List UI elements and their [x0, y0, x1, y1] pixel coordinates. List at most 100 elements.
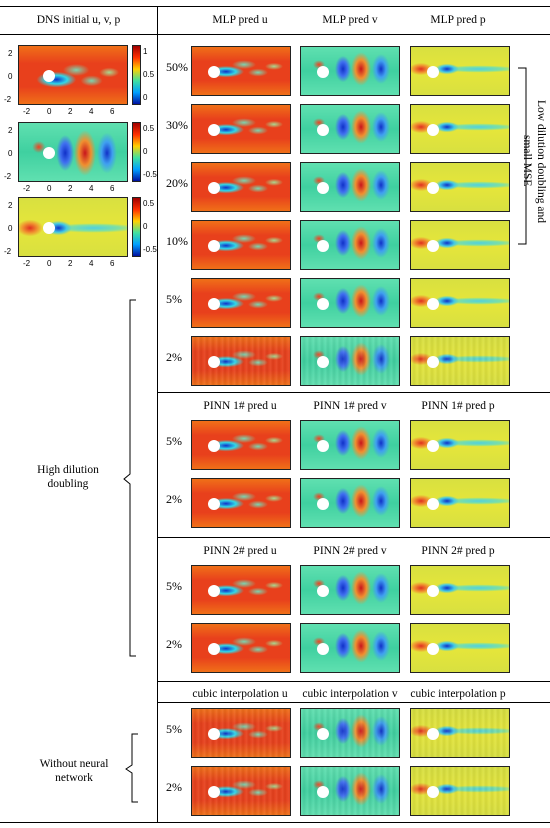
row-label: 50% [166, 60, 188, 74]
top-rule [0, 6, 550, 7]
field-panel-p [410, 478, 510, 528]
field-panel-v [300, 565, 400, 615]
y-tick: -2 [4, 172, 12, 181]
field-panel-u [191, 220, 291, 270]
y-tick: -2 [4, 247, 12, 256]
header-rule [0, 34, 550, 35]
column-header: cubic interpolation u [192, 688, 288, 700]
colorbar [132, 45, 141, 105]
x-tick: 4 [89, 107, 94, 116]
field-panel-v [300, 104, 400, 154]
colorbar-tick: 0 [143, 147, 148, 156]
field-panel-p [410, 104, 510, 154]
cylinder-marker [427, 728, 439, 740]
cylinder-marker [317, 66, 329, 78]
cylinder-marker [208, 440, 220, 452]
colorbar-tick: 1 [143, 47, 148, 56]
cylinder-marker [317, 440, 329, 452]
column-header: PINN 2# pred v [313, 545, 387, 557]
cylinder-marker [427, 124, 439, 136]
x-tick: 6 [110, 184, 115, 193]
cylinder-marker [427, 440, 439, 452]
x-tick: 6 [110, 107, 115, 116]
field-panel-v [300, 336, 400, 386]
x-tick: 2 [68, 259, 73, 268]
x-tick: 0 [47, 259, 52, 268]
field-panel-p [410, 336, 510, 386]
x-tick: 4 [89, 259, 94, 268]
cylinder-marker [427, 66, 439, 78]
field-panel-u [191, 478, 291, 528]
field-panel-p [410, 565, 510, 615]
field-panel-v [300, 766, 400, 816]
field-panel-p [410, 623, 510, 673]
column-header: MLP pred v [322, 14, 378, 26]
x-tick: 0 [47, 184, 52, 193]
cylinder-marker [427, 643, 439, 655]
y-tick: 2 [8, 201, 13, 210]
row-label: 2% [166, 492, 182, 506]
column-header: PINN 1# pred p [421, 400, 495, 412]
field-panel-u [191, 336, 291, 386]
colorbar-tick: 0.5 [143, 70, 155, 79]
dns-header: DNS initial u, v, p [36, 14, 121, 26]
column-header: cubic interpolation p [410, 688, 506, 700]
section-rule-2 [157, 537, 550, 538]
cylinder-marker [317, 728, 329, 740]
cylinder-marker [317, 182, 329, 194]
field-panel-u [191, 46, 291, 96]
low-dilution-brace [518, 67, 527, 245]
x-tick: -2 [23, 184, 31, 193]
field-panel-u [191, 766, 291, 816]
colorbar-tick: 0 [143, 93, 148, 102]
row-label: 2% [166, 780, 182, 794]
cylinder-marker [427, 182, 439, 194]
row-label: 30% [166, 118, 188, 132]
cylinder-marker [208, 585, 220, 597]
cylinder-marker [317, 643, 329, 655]
row-label: 5% [166, 579, 182, 593]
field-panel-v [300, 478, 400, 528]
section-rule-1 [157, 392, 550, 393]
field-panel-p [410, 278, 510, 328]
cylinder-marker [208, 643, 220, 655]
colorbar-tick: -0.5 [143, 245, 157, 254]
field-panel-v [300, 623, 400, 673]
colorbar [132, 197, 141, 257]
y-tick: -2 [4, 95, 12, 104]
field-panel-u [191, 565, 291, 615]
field-panel-v [300, 708, 400, 758]
field-panel-p [410, 766, 510, 816]
x-tick: 2 [68, 184, 73, 193]
x-tick: 6 [110, 259, 115, 268]
cylinder-marker [427, 498, 439, 510]
cylinder-marker [208, 356, 220, 368]
cylinder-marker [208, 182, 220, 194]
cylinder-marker [317, 498, 329, 510]
row-label: 5% [166, 722, 182, 736]
bottom-rule [0, 822, 550, 823]
row-label: 2% [166, 637, 182, 651]
row-label: 5% [166, 292, 182, 306]
cylinder-marker [43, 147, 56, 159]
cylinder-marker [317, 124, 329, 136]
field-panel-p [410, 708, 510, 758]
cylinder-marker [427, 356, 439, 368]
colorbar-tick: 0.5 [143, 124, 155, 133]
column-header: PINN 2# pred u [203, 545, 277, 557]
field-panel-p [410, 420, 510, 470]
x-tick: 4 [89, 184, 94, 193]
field-panel-p [410, 162, 510, 212]
cylinder-marker [208, 728, 220, 740]
high-dilution-label: High dilution doubling [37, 464, 99, 490]
center-divider [157, 6, 158, 822]
dns-panel-p [18, 197, 128, 257]
cylinder-marker [208, 298, 220, 310]
y-tick: 0 [8, 72, 13, 81]
x-tick: -2 [23, 259, 31, 268]
colorbar-tick: 0 [143, 222, 148, 231]
row-label: 2% [166, 350, 182, 364]
cylinder-marker [427, 585, 439, 597]
x-tick: 0 [47, 107, 52, 116]
field-panel-p [410, 46, 510, 96]
